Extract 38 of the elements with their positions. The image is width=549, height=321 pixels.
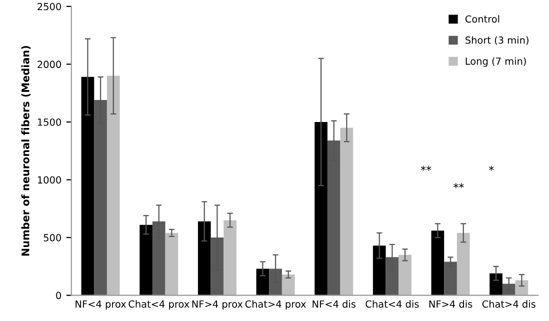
y-tick-label: 1500 (38, 118, 61, 126)
y-tick-label: 2000 (38, 60, 61, 68)
x-tick-label: Chat<4 prox (128, 300, 190, 310)
bar (314, 122, 328, 296)
bar (106, 76, 120, 296)
y-tick-label: 500 (44, 234, 61, 242)
x-tick-label: NF<4 prox (76, 300, 126, 310)
x-tick-label: Chat>4 dis (482, 300, 536, 308)
x-tick-label: Chat>4 prox (245, 300, 306, 310)
bar (456, 232, 470, 296)
x-tick-label: NF>4 dis (429, 300, 472, 308)
bar (256, 268, 270, 296)
x-tick-label: NF>4 prox (192, 300, 243, 310)
legend-label: Control (465, 15, 500, 23)
legend-label: Short (3 min) (466, 36, 528, 45)
bar (444, 262, 457, 296)
bar (224, 220, 236, 296)
y-tick-label: 0 (56, 292, 61, 300)
y-tick-label: 2500 (38, 2, 61, 10)
bar (431, 230, 444, 296)
y-axis-title: Number of neuronal fibers (Median) (21, 46, 31, 256)
bar (282, 274, 295, 296)
bar (198, 221, 211, 296)
y-tick-label: 1000 (38, 176, 61, 184)
bar (515, 280, 528, 296)
bar (165, 232, 178, 296)
annotation: ** (420, 166, 432, 171)
annotation: ** (453, 183, 464, 188)
bar (81, 76, 94, 296)
x-tick-label: NF<4 dis (312, 300, 356, 308)
bar (372, 246, 386, 296)
bar (140, 224, 152, 296)
bar (398, 254, 412, 296)
x-tick-label: Chat<4 dis (366, 300, 419, 308)
annotation: * (488, 166, 494, 171)
bar (490, 273, 502, 296)
bar (340, 128, 354, 296)
legend-label: Long (7 min) (466, 57, 526, 67)
